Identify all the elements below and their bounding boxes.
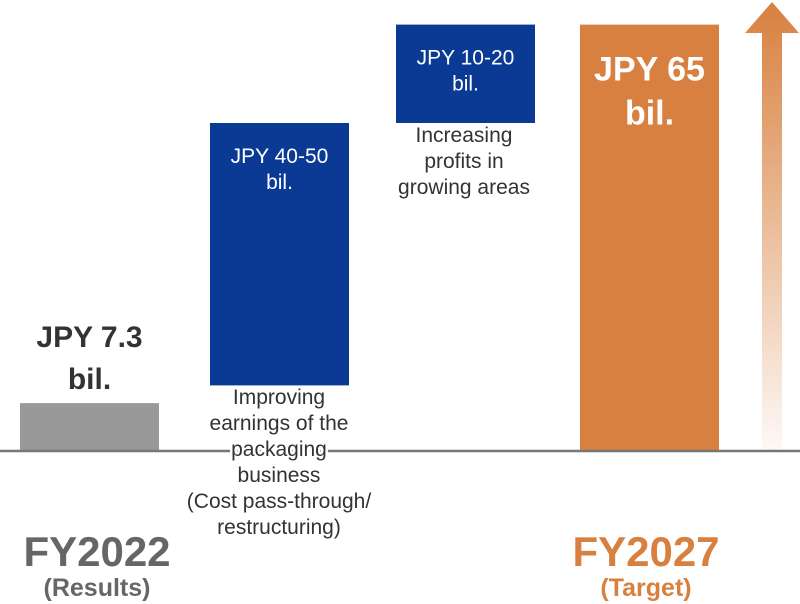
annotation-packaging-note-line: business: [238, 464, 321, 487]
data-label-fy2027-line: bil.: [625, 95, 674, 133]
annotation-packaging-note: Improving earnings of the packaging busines…: [187, 386, 372, 539]
data-label-packaging-line: bil.: [266, 171, 293, 194]
data-label-fy2027-line: JPY 65: [594, 51, 705, 89]
bar-fy2022: [20, 403, 159, 451]
category-subtitle-fy2022-cat: (Results): [44, 574, 151, 602]
category-title-fy2027-cat: FY2027: [572, 528, 719, 575]
annotation-growth-note-line: Increasing: [416, 124, 513, 147]
growth-arrow-icon: [745, 2, 799, 450]
bar-growth: [396, 24, 535, 124]
annotation-packaging-note-line: (Cost pass-through/: [187, 490, 372, 513]
annotation-growth-note-line: profits in: [424, 150, 503, 173]
category-subtitle-fy2027-cat: (Target): [600, 574, 691, 602]
data-label-fy2022-line: bil.: [68, 363, 111, 396]
data-label-growth-line: bil.: [452, 73, 479, 96]
bar-packaging: [210, 123, 349, 386]
annotation-packaging-note-line: restructuring): [217, 516, 341, 539]
annotation-packaging-note-line: earnings of the: [210, 412, 349, 435]
annotation-growth-note: Increasing profits in growing areas: [398, 124, 530, 199]
category-title-fy2022-cat: FY2022: [23, 528, 170, 575]
bar-fy2027: [580, 24, 719, 451]
annotation-packaging-note-line: packaging: [231, 438, 327, 461]
data-label-fy2022-line: JPY 7.3: [36, 321, 142, 354]
data-label-fy2027: JPY 65 bil.: [594, 51, 705, 133]
annotation-packaging-note-line: Improving: [233, 386, 325, 409]
data-label-packaging-line: JPY 40-50: [231, 145, 329, 168]
data-label-packaging: JPY 40-50 bil.: [231, 145, 329, 194]
data-label-growth: JPY 10-20 bil.: [417, 47, 515, 96]
data-label-fy2022: JPY 7.3 bil.: [36, 321, 142, 396]
data-label-growth-line: JPY 10-20: [417, 47, 515, 70]
annotation-growth-note-line: growing areas: [398, 176, 530, 199]
